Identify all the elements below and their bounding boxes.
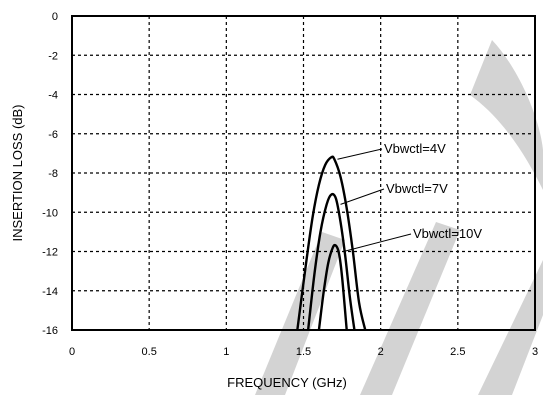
y-tick-label-3: -6 — [48, 129, 58, 141]
series-line-3 — [317, 243, 348, 331]
x-tick-label-4: 2 — [378, 346, 384, 358]
y-tick-label-8: -16 — [42, 325, 58, 337]
grid-lines — [72, 16, 535, 330]
series-line-2 — [306, 192, 356, 331]
x-tick-label-6: 3 — [532, 346, 538, 358]
watermark-stroke-4 — [470, 40, 543, 190]
x-tick-label-5: 2.5 — [450, 346, 465, 358]
x-tick-label-1: 0.5 — [142, 346, 157, 358]
y-axis-title: INSERTION LOSS (dB) — [10, 104, 25, 241]
annotation-leader-1 — [337, 148, 383, 160]
annotation-leader-3 — [343, 233, 412, 252]
annotation-label-2: Vbwctl=7V — [386, 181, 448, 196]
y-tick-labels: 0 -2 -4 -6 -8 -10 -12 -14 -16 — [42, 11, 58, 337]
series-lines — [296, 155, 367, 331]
y-tick-label-7: -14 — [42, 286, 58, 298]
x-tick-labels: 0 0.5 1 1.5 2 2.5 3 — [69, 346, 538, 358]
watermark-stroke-2 — [360, 222, 460, 395]
y-tick-label-4: -8 — [48, 168, 58, 180]
annotation-label-1: Vbwctl=4V — [384, 141, 446, 156]
series-line-1 — [296, 155, 367, 331]
y-tick-label-0: 0 — [52, 11, 58, 23]
x-axis-title: FREQUENCY (GHz) — [227, 375, 347, 390]
annotation-leader-2 — [340, 188, 385, 205]
plot-frame — [71, 15, 536, 331]
y-tick-label-5: -10 — [42, 207, 58, 219]
y-tick-label-1: -2 — [48, 50, 58, 62]
y-tick-label-6: -12 — [42, 247, 58, 259]
annotation-label-3: Vbwctl=10V — [413, 226, 482, 241]
annotations: Vbwctl=4V Vbwctl=7V Vbwctl=10V — [337, 141, 482, 252]
x-tick-label-2: 1 — [223, 346, 229, 358]
watermark-stroke-3 — [478, 260, 543, 395]
x-tick-label-0: 0 — [69, 346, 75, 358]
y-tick-label-2: -4 — [48, 90, 58, 102]
x-tick-label-3: 1.5 — [296, 346, 311, 358]
watermark-shapes — [255, 40, 543, 395]
